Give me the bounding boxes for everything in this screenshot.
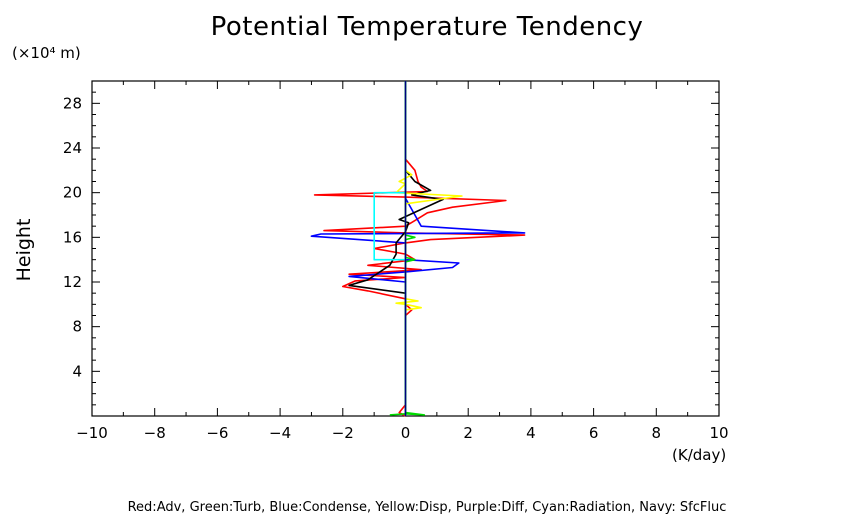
x-tick-label: −6 xyxy=(206,424,228,442)
y-tick-label: 8 xyxy=(72,318,82,336)
x-tick-label: 2 xyxy=(463,424,473,442)
y-tick-label: 24 xyxy=(63,139,82,157)
x-tick-label: −2 xyxy=(332,424,354,442)
chart-title: Potential Temperature Tendency xyxy=(210,12,644,42)
y-tick-label: 4 xyxy=(72,362,82,380)
x-tick-label: 4 xyxy=(526,424,536,442)
y-tick-label: 12 xyxy=(63,273,82,291)
y-axis-units: (×10⁴ m) xyxy=(12,44,81,62)
x-tick-label: 6 xyxy=(589,424,599,442)
series-line-6 xyxy=(389,81,426,416)
x-tick-label: 8 xyxy=(652,424,662,442)
series-line-2 xyxy=(310,81,526,416)
series-lines xyxy=(310,81,526,417)
y-tick-label: 28 xyxy=(63,94,82,112)
x-tick-labels: −10 −8 −6 −4 −2 0 2 4 6 8 10 xyxy=(76,424,728,442)
y-tick-labels: 4 8 12 16 20 24 28 xyxy=(63,94,82,380)
x-tick-label: 10 xyxy=(709,424,728,442)
axis-ticks xyxy=(91,81,720,416)
y-tick-label: 16 xyxy=(63,228,82,246)
x-axis-units: (K/day) xyxy=(672,446,727,464)
y-tick-label: 20 xyxy=(63,184,82,202)
x-tick-label: −10 xyxy=(76,424,108,442)
x-tick-label: −4 xyxy=(269,424,291,442)
x-tick-label: 0 xyxy=(401,424,411,442)
color-legend-text: Red:Adv, Green:Turb, Blue:Condense, Yell… xyxy=(127,500,727,515)
series-line-5 xyxy=(373,81,407,416)
x-tick-label: −8 xyxy=(144,424,166,442)
series-line-3 xyxy=(348,81,444,416)
series-line-1 xyxy=(313,81,526,417)
